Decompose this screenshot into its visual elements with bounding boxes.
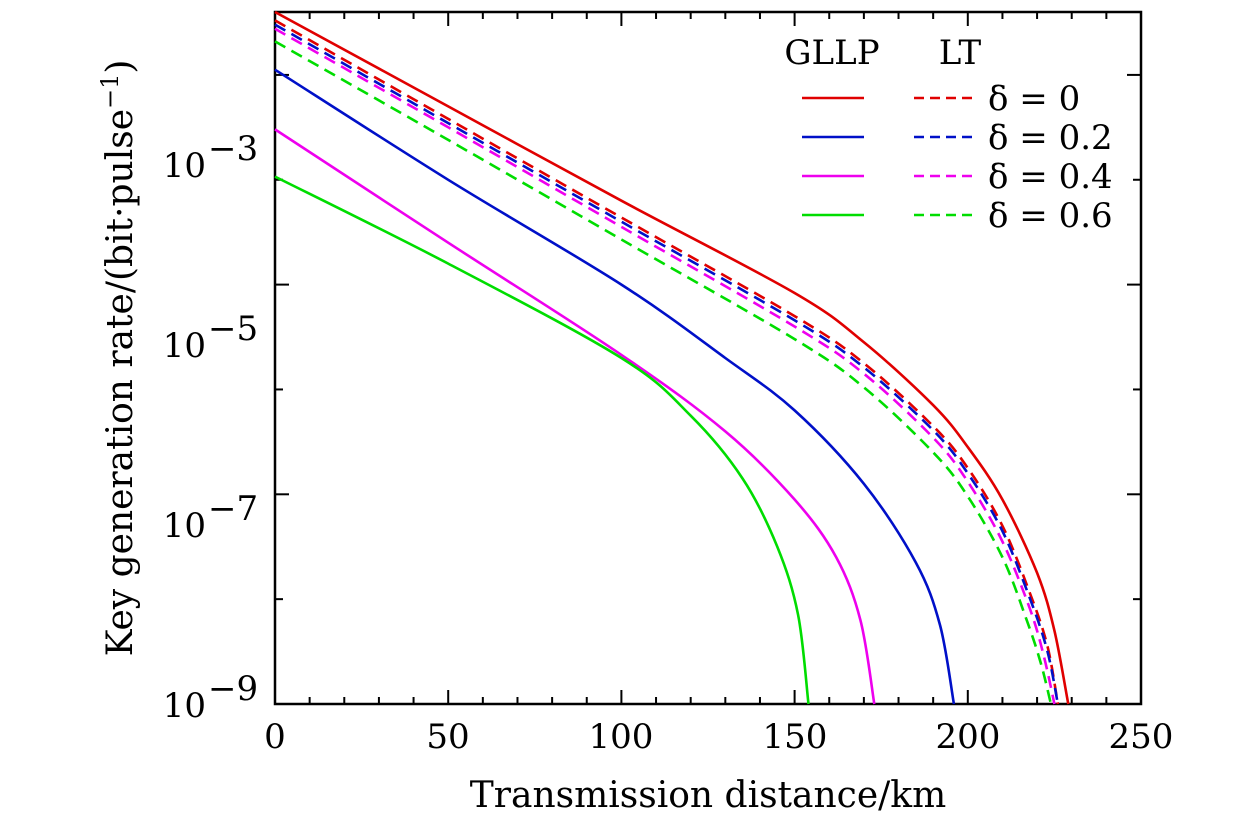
series-line-lt-delta-0-2 [274,23,1060,705]
y-tick-exponent: −9 [208,669,258,709]
legend-label: δ = 0 [988,79,1080,119]
y-tick-exponent: −7 [208,489,258,529]
plot-frame [273,10,1143,706]
x-tick-label: 200 [936,717,1001,757]
x-tick-labels: 0 50 100 150 200 250 [264,717,1173,757]
x-axis-label: Transmission distance/km [470,775,946,816]
y-tick-label: 10 [163,326,206,366]
series-line-lt-delta-0 [274,19,1060,705]
y-axis-label: Key generation rate/(bit·pulse−1) [96,60,141,657]
legend-header-gllp: GLLP [784,33,879,73]
y-axis-label-close: ) [100,60,141,74]
y-axis-label-superscript: −1 [96,74,124,109]
y-tick-exponent: −5 [208,309,258,349]
legend-label: δ = 0.6 [988,196,1113,236]
legend-label: δ = 0.2 [988,118,1113,158]
ticks-layer [274,12,1142,705]
series-line-lt-delta-0-6 [274,40,1053,705]
y-tick-label: 10 [163,506,206,546]
x-tick-label: 250 [1109,717,1174,757]
series-line-gllp-delta-0-2 [274,68,956,705]
legend-header-lt: LT [939,33,982,73]
legend: GLLP LT δ = 0 δ = 0.2 δ = 0.4 δ = 0.6 [784,33,1112,236]
series-line-gllp-delta-0-4 [274,128,876,705]
y-tick-label: 10 [163,686,206,726]
series-line-gllp-delta-0 [274,10,1070,705]
x-tick-label: 100 [589,717,654,757]
y-tick-exponent: −3 [208,129,258,169]
series-line-lt-delta-0-4 [274,27,1056,705]
legend-label: δ = 0.4 [988,157,1113,197]
x-tick-label: 0 [264,717,286,757]
series-layer [274,10,1070,705]
y-tick-label: 10 [163,146,206,186]
y-axis-label-main: Key generation rate/(bit·pulse [100,109,141,656]
x-tick-label: 50 [426,717,469,757]
series-line-gllp-delta-0-6 [274,175,810,705]
y-tick-labels: 10 −3 10 −5 10 −7 10 −9 [163,129,258,726]
x-tick-label: 150 [763,717,828,757]
